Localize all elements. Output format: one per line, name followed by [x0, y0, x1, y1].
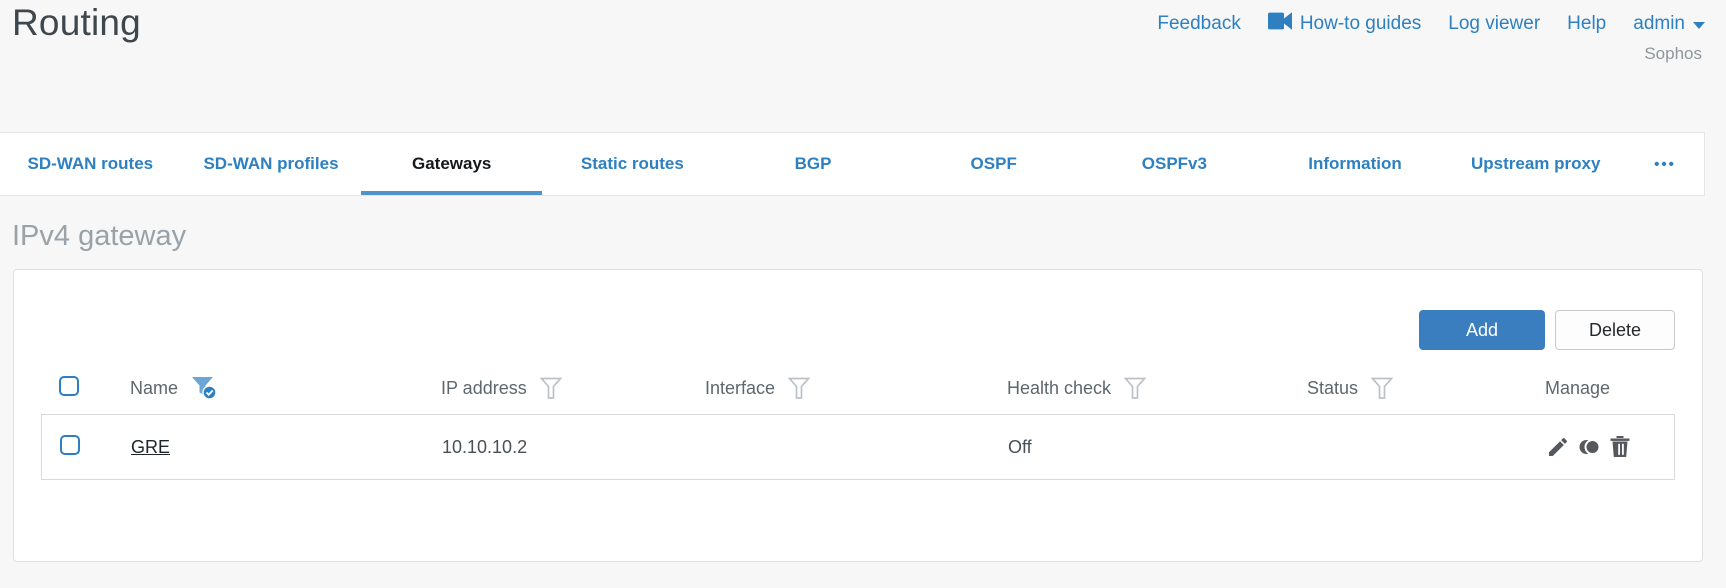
column-header-manage: Manage	[1545, 378, 1675, 399]
delete-button[interactable]: Delete	[1555, 310, 1675, 350]
help-label: Help	[1567, 13, 1607, 34]
table-row: GRE 10.10.10.2 Off	[41, 414, 1675, 480]
row-checkbox[interactable]	[60, 434, 80, 455]
log-viewer-label: Log viewer	[1448, 13, 1541, 34]
howto-guides-link[interactable]: How-to guides	[1267, 12, 1422, 36]
clone-icon[interactable]	[1577, 435, 1602, 459]
tab-sd-wan-routes[interactable]: SD-WAN routes	[27, 154, 154, 173]
feedback-link-label: Feedback	[1157, 13, 1241, 34]
gateway-name-link[interactable]: GRE	[131, 436, 171, 457]
table-toolbar: Add Delete	[41, 310, 1675, 350]
delete-row-icon[interactable]	[1609, 435, 1631, 459]
gateway-table-card: Add Delete Name IP address Interface	[13, 269, 1703, 562]
edit-icon[interactable]	[1546, 435, 1570, 459]
help-link[interactable]: Help	[1567, 13, 1606, 35]
table-header-row: Name IP address Interface Health check	[41, 362, 1675, 414]
header-links: Feedback How-to guides Log viewer Help a…	[1157, 12, 1705, 36]
health-check-cell: Off	[1008, 436, 1032, 457]
row-checkbox-cell	[42, 434, 131, 460]
section-title: IPv4 gateway	[12, 220, 187, 252]
ip-address-cell: 10.10.10.2	[442, 436, 528, 457]
tab-sd-wan-profiles[interactable]: SD-WAN profiles	[203, 154, 339, 173]
tab-upstream-proxy[interactable]: Upstream proxy	[1470, 154, 1601, 173]
brand-label: Sophos	[1644, 44, 1702, 63]
column-header-health-check: Health check	[1007, 377, 1307, 400]
tab-ospfv3[interactable]: OSPFv3	[1141, 154, 1207, 173]
column-header-manage-label: Manage	[1545, 377, 1611, 398]
manage-cell	[1546, 435, 1674, 459]
column-header-ip-address: IP address	[441, 377, 705, 400]
log-viewer-link[interactable]: Log viewer	[1448, 13, 1540, 35]
chevron-down-icon	[1693, 13, 1705, 35]
feedback-link[interactable]: Feedback	[1157, 13, 1240, 35]
filter-active-icon[interactable]	[191, 376, 218, 400]
tab-overflow-button[interactable]: •••	[1654, 155, 1676, 173]
filter-icon[interactable]	[539, 377, 562, 400]
column-header-ip-address-label: IP address	[441, 377, 527, 398]
column-header-health-check-label: Health check	[1007, 377, 1112, 398]
top-header: Routing Feedback How-to guides Log viewe…	[0, 0, 1726, 132]
column-header-status-label: Status	[1307, 377, 1359, 398]
video-camera-icon	[1267, 12, 1292, 36]
howto-guides-label: How-to guides	[1299, 13, 1422, 34]
page-title: Routing	[12, 2, 141, 43]
add-button[interactable]: Add	[1419, 310, 1545, 350]
user-menu-label: admin	[1633, 13, 1685, 34]
column-header-interface: Interface	[705, 377, 1007, 400]
gateway-name-cell: GRE	[131, 437, 442, 458]
tab-gateways[interactable]: Gateways	[361, 133, 543, 195]
user-menu[interactable]: admin	[1633, 13, 1705, 35]
column-header-interface-label: Interface	[705, 377, 776, 398]
tab-information[interactable]: Information	[1308, 154, 1402, 173]
column-header-name: Name	[130, 376, 441, 400]
select-all-checkbox[interactable]	[59, 375, 79, 396]
header-checkbox-cell	[41, 375, 130, 401]
filter-icon[interactable]	[1124, 377, 1147, 400]
tab-static-routes[interactable]: Static routes	[580, 154, 684, 173]
filter-icon[interactable]	[1371, 377, 1394, 400]
tab-bgp[interactable]: BGP	[794, 154, 832, 173]
tab-ospf[interactable]: OSPF	[970, 154, 1017, 173]
tab-bar: SD-WAN routes SD-WAN profiles Gateways S…	[0, 132, 1705, 196]
column-header-status: Status	[1307, 377, 1545, 400]
filter-icon[interactable]	[788, 377, 811, 400]
column-header-name-label: Name	[130, 377, 179, 398]
